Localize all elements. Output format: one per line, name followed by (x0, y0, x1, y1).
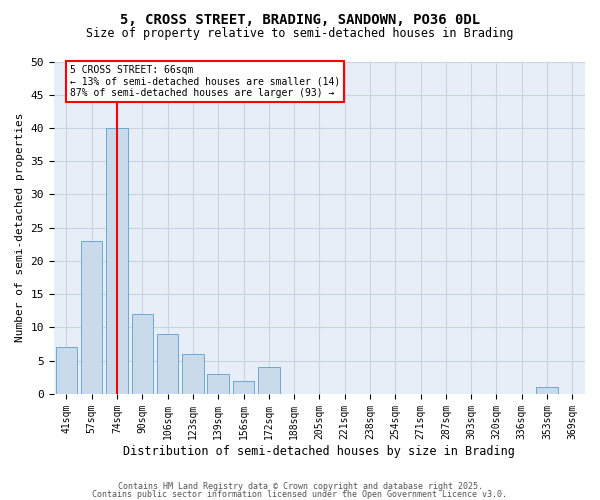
X-axis label: Distribution of semi-detached houses by size in Brading: Distribution of semi-detached houses by … (124, 444, 515, 458)
Bar (131, 314, 153, 394)
Bar (182, 354, 203, 394)
Text: Size of property relative to semi-detached houses in Brading: Size of property relative to semi-detach… (86, 28, 514, 40)
Text: 5, CROSS STREET, BRADING, SANDOWN, PO36 0DL: 5, CROSS STREET, BRADING, SANDOWN, PO36 … (120, 12, 480, 26)
Y-axis label: Number of semi-detached properties: Number of semi-detached properties (15, 113, 25, 342)
Text: Contains HM Land Registry data © Crown copyright and database right 2025.: Contains HM Land Registry data © Crown c… (118, 482, 482, 491)
Text: Contains public sector information licensed under the Open Government Licence v3: Contains public sector information licen… (92, 490, 508, 499)
Bar (81, 241, 103, 394)
Bar (106, 128, 128, 394)
Bar (208, 374, 229, 394)
Bar (56, 348, 77, 394)
Text: 5 CROSS STREET: 66sqm
← 13% of semi-detached houses are smaller (14)
87% of semi: 5 CROSS STREET: 66sqm ← 13% of semi-deta… (70, 65, 340, 98)
Bar (233, 380, 254, 394)
Bar (536, 388, 558, 394)
Bar (157, 334, 178, 394)
Bar (258, 368, 280, 394)
